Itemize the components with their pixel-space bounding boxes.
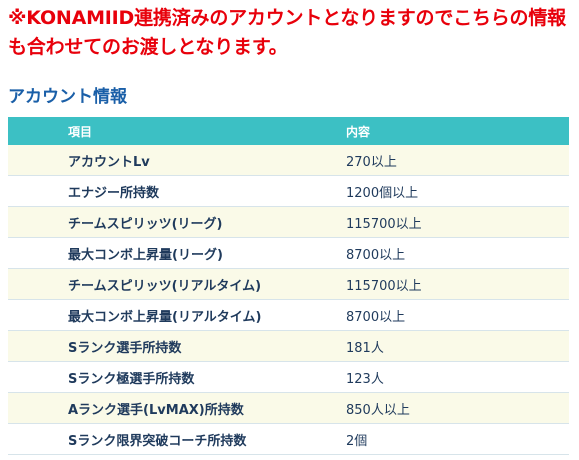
row-item: チームスピリッツ(リーグ) — [8, 206, 342, 238]
header-item: 項目 — [8, 117, 342, 145]
row-value: 123人 — [342, 361, 569, 393]
table-row: チームスピリッツ(リーグ) 115700以上 — [8, 206, 569, 238]
table-row: Sランク限界突破コーチ所持数 2個 — [8, 423, 569, 455]
row-item: エナジー所持数 — [8, 175, 342, 207]
account-notice: ※KONAMIID連携済みのアカウントとなりますのでこちらの情報も合わせてのお渡… — [8, 7, 566, 58]
account-info-table: 項目 内容 アカウントLv 270以上 エナジー所持数 1200個以上 チームス… — [8, 117, 569, 455]
header-value: 内容 — [342, 117, 569, 145]
row-value: 8700以上 — [342, 299, 569, 331]
table-row: Sランク選手所持数 181人 — [8, 330, 569, 362]
table-row: 最大コンボ上昇量(リーグ) 8700以上 — [8, 237, 569, 269]
row-value: 2個 — [342, 423, 569, 455]
row-item: 最大コンボ上昇量(リーグ) — [8, 237, 342, 269]
row-value: 8700以上 — [342, 237, 569, 269]
table-row: Sランク極選手所持数 123人 — [8, 361, 569, 393]
row-item: Sランク限界突破コーチ所持数 — [8, 423, 342, 455]
table-row: 最大コンボ上昇量(リアルタイム) 8700以上 — [8, 299, 569, 331]
row-value: 1200個以上 — [342, 175, 569, 207]
row-item: Sランク選手所持数 — [8, 330, 342, 362]
section-title: アカウント情報 — [8, 87, 127, 107]
row-value: 115700以上 — [342, 206, 569, 238]
table-header-row: 項目 内容 — [8, 117, 569, 145]
row-item: Sランク極選手所持数 — [8, 361, 342, 393]
row-value: 115700以上 — [342, 268, 569, 300]
row-value: 181人 — [342, 330, 569, 362]
table-row: アカウントLv 270以上 — [8, 145, 569, 176]
table-row: Aランク選手(LvMAX)所持数 850人以上 — [8, 392, 569, 424]
table-row: エナジー所持数 1200個以上 — [8, 175, 569, 207]
row-item: アカウントLv — [8, 145, 342, 176]
row-item: Aランク選手(LvMAX)所持数 — [8, 392, 342, 424]
row-item: 最大コンボ上昇量(リアルタイム) — [8, 299, 342, 331]
row-value: 270以上 — [342, 145, 569, 176]
row-item: チームスピリッツ(リアルタイム) — [8, 268, 342, 300]
row-value: 850人以上 — [342, 392, 569, 424]
table-row: チームスピリッツ(リアルタイム) 115700以上 — [8, 268, 569, 300]
